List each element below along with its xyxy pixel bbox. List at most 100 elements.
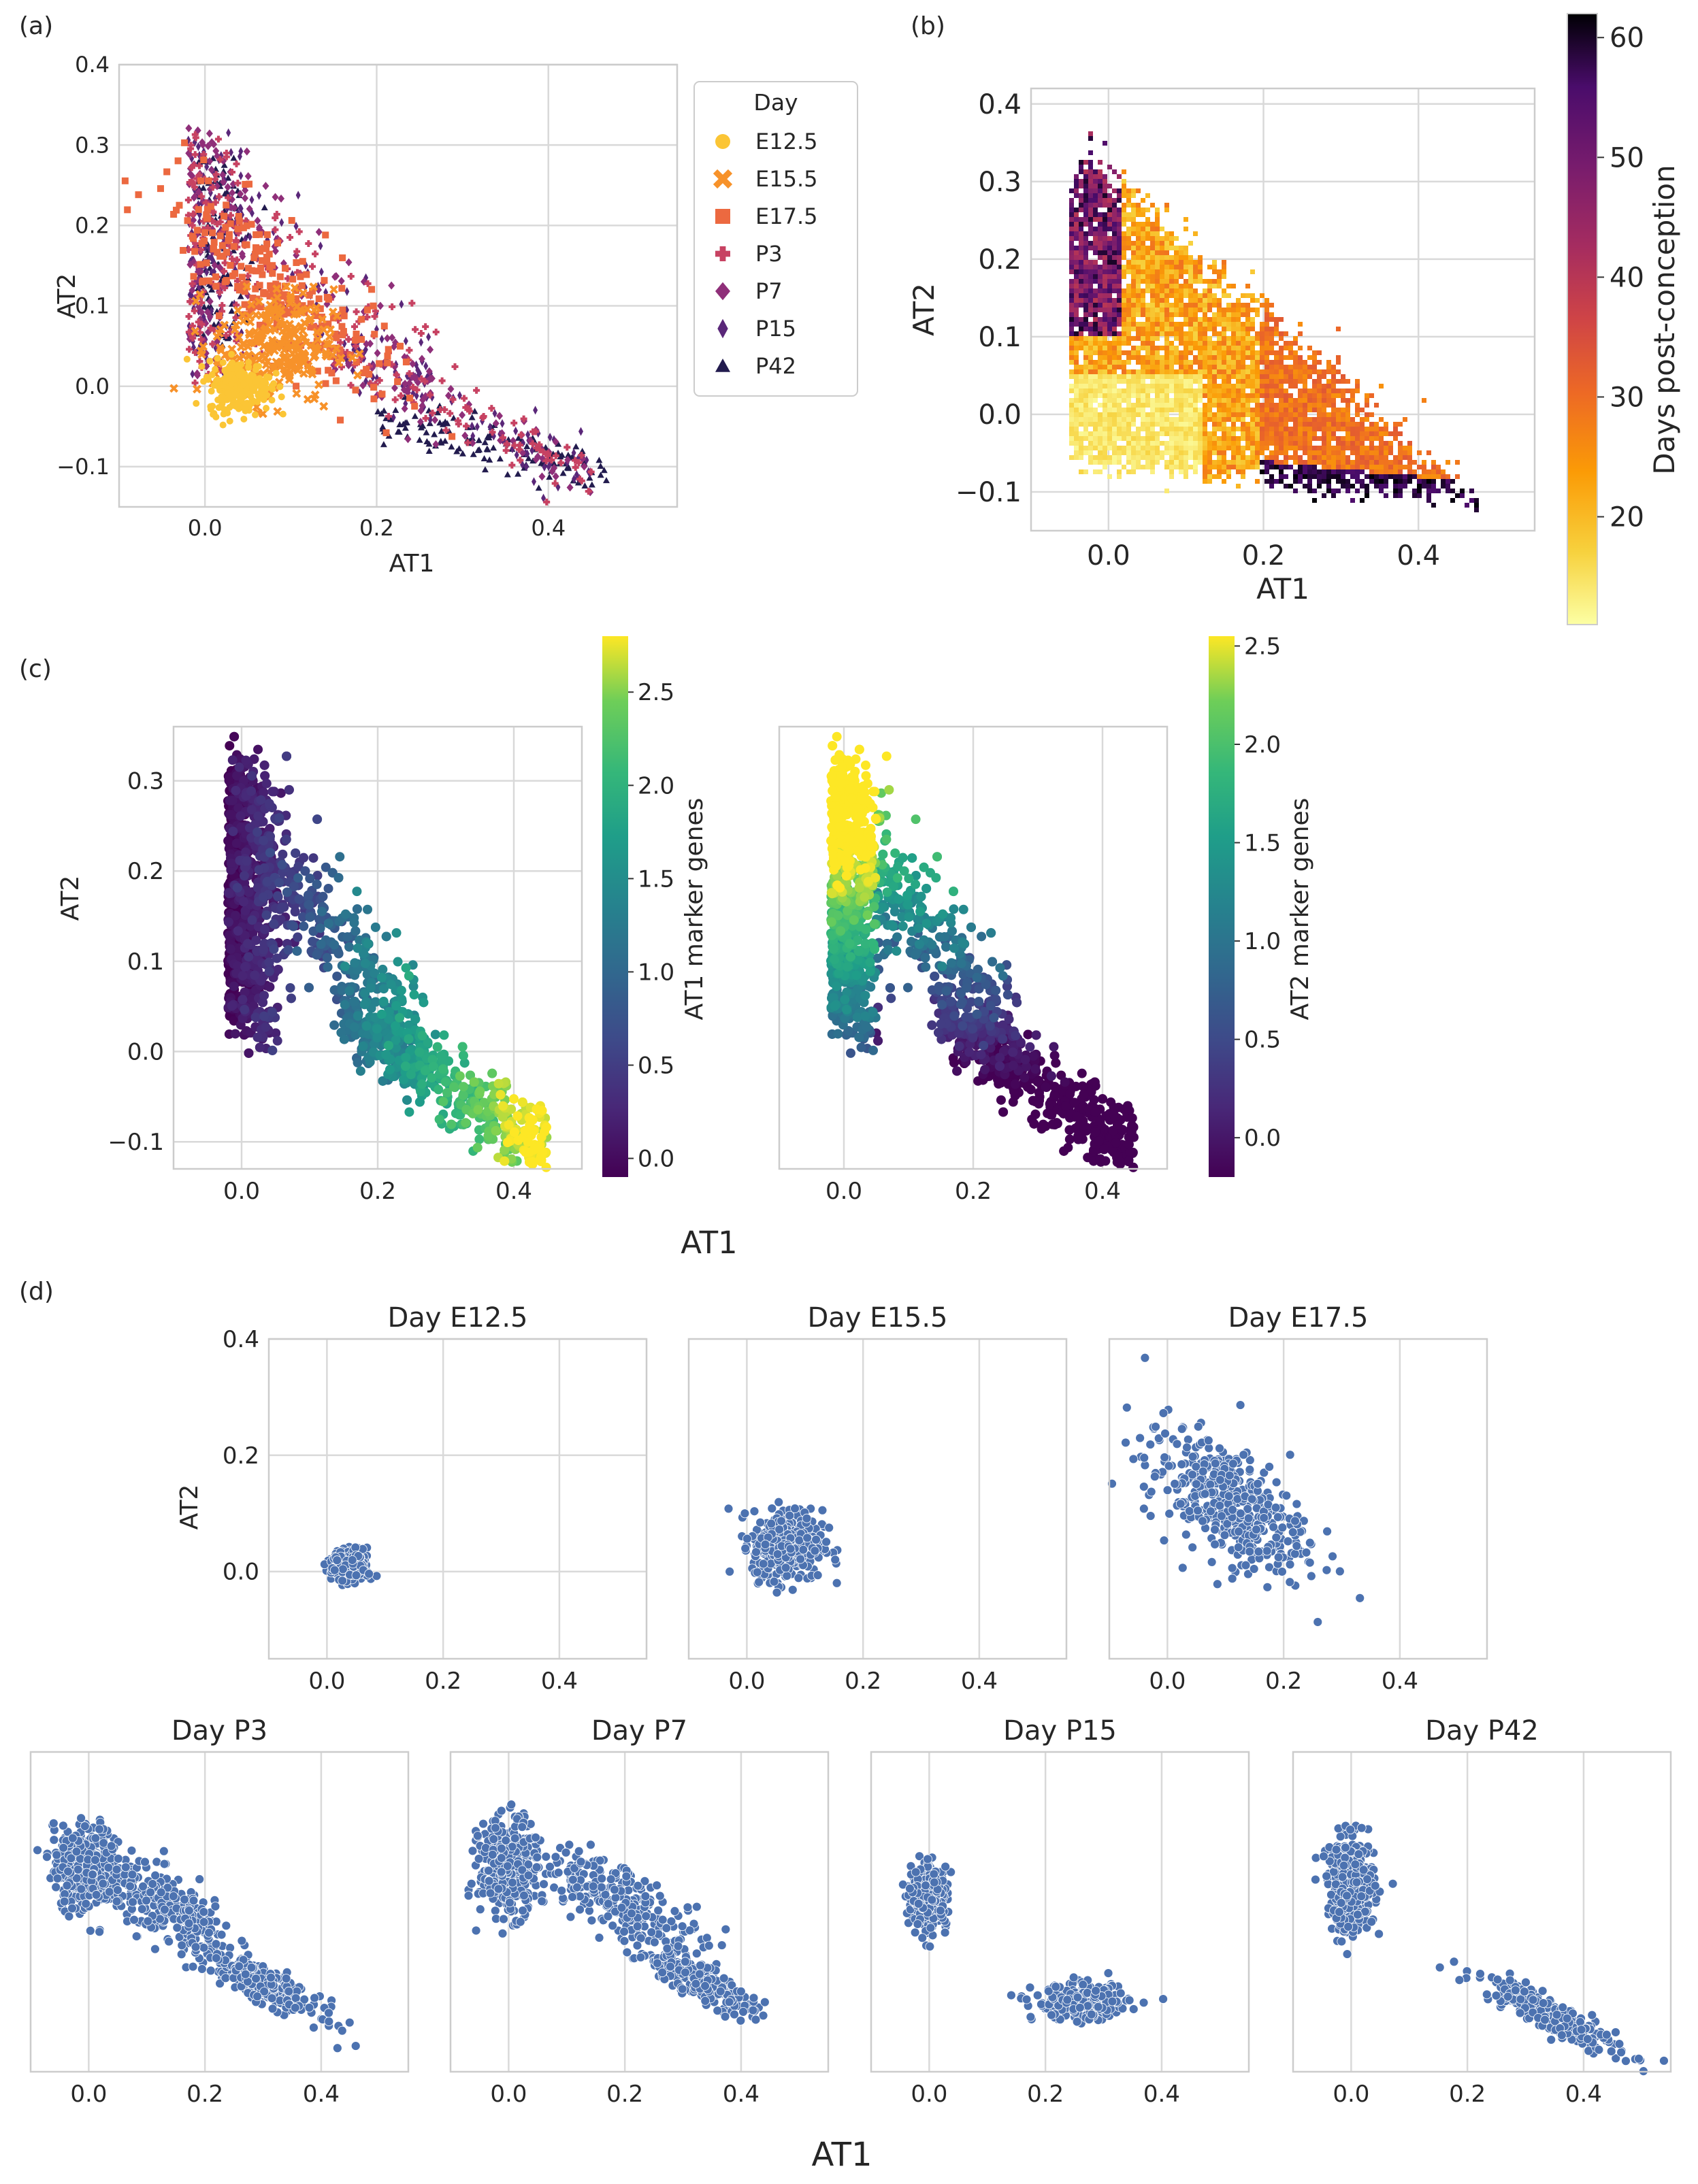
heatmap-bin xyxy=(1207,284,1212,288)
heatmap-bin xyxy=(1117,241,1122,246)
heatmap-bin xyxy=(1131,246,1136,250)
marker-circle xyxy=(228,350,235,358)
heatmap-bin xyxy=(1241,365,1245,369)
legend-entry-label: P3 xyxy=(755,241,783,267)
heatmap-bin xyxy=(1083,160,1088,165)
marker-plus xyxy=(371,313,378,320)
heatmap-bin xyxy=(1150,422,1155,427)
heatmap-bin xyxy=(1298,441,1303,446)
heatmap-bin xyxy=(1069,255,1074,260)
heatmap-bin xyxy=(1245,327,1250,331)
heatmap-bin xyxy=(1112,327,1117,331)
heatmap-bin xyxy=(1112,188,1117,193)
heatmap-bin xyxy=(1112,317,1117,322)
marker-plus xyxy=(209,184,216,191)
heatmap-bin xyxy=(1198,393,1203,398)
heatmap-bin xyxy=(1393,474,1398,479)
heatmap-bin xyxy=(1226,284,1231,288)
heatmap-bin xyxy=(1236,403,1241,408)
marker-square xyxy=(221,212,228,220)
heatmap-bin xyxy=(1203,403,1207,408)
heatmap-bin xyxy=(1288,446,1293,450)
heatmap-bin xyxy=(1312,498,1317,503)
heatmap-bin xyxy=(1269,327,1274,331)
heatmap-bin xyxy=(1217,369,1222,374)
marker-square xyxy=(207,203,214,210)
heatmap-bin xyxy=(1236,393,1241,398)
heatmap-bin xyxy=(1117,436,1122,441)
heatmap-bin xyxy=(1365,412,1369,417)
heatmap-bin xyxy=(1222,369,1226,374)
heatmap-bin xyxy=(1260,408,1264,412)
heatmap-bin xyxy=(1112,346,1117,350)
marker-square xyxy=(199,278,207,285)
heatmap-bin xyxy=(1317,384,1322,388)
marker-diamond xyxy=(210,140,218,149)
heatmap-bin xyxy=(1193,336,1198,341)
heatmap-bin xyxy=(1112,403,1117,408)
heatmap-bin xyxy=(1183,312,1188,317)
heatmap-bin xyxy=(1088,212,1093,217)
heatmap-bin xyxy=(1188,379,1193,384)
marker-x xyxy=(309,282,319,291)
marker-plus xyxy=(185,329,193,336)
data-points xyxy=(121,124,610,506)
heatmap-bin xyxy=(1298,417,1303,422)
heatmap-bin xyxy=(1183,408,1188,412)
heatmap-bin xyxy=(1136,441,1141,446)
heatmap-bin xyxy=(1245,460,1250,465)
heatmap-bin xyxy=(1198,455,1203,460)
heatmap-bin xyxy=(1183,269,1188,274)
heatmap-bin xyxy=(1179,431,1183,436)
marker-square xyxy=(382,429,390,437)
marker-square xyxy=(299,302,306,310)
heatmap-bin xyxy=(1245,284,1250,288)
heatmap-bin xyxy=(1188,436,1193,441)
marker-plus xyxy=(352,342,359,350)
heatmap-bin xyxy=(1122,303,1126,308)
marker-thin-diamond xyxy=(204,162,210,171)
heatmap-bin xyxy=(1183,260,1188,265)
marker-diamond xyxy=(459,411,466,420)
marker-x xyxy=(312,327,322,337)
heatmap-bin xyxy=(1231,303,1236,308)
heatmap-bin xyxy=(1241,417,1245,422)
heatmap-bin xyxy=(1183,322,1188,327)
heatmap-bin xyxy=(1255,417,1260,422)
heatmap-bin xyxy=(1269,393,1274,398)
heatmap-bin xyxy=(1388,474,1393,479)
heatmap-bin xyxy=(1069,260,1074,265)
heatmap-bin xyxy=(1069,441,1074,446)
heatmap-bin xyxy=(1322,441,1326,446)
marker-plus xyxy=(441,406,448,414)
heatmap-bin xyxy=(1179,284,1183,288)
heatmap-bin xyxy=(1155,222,1160,227)
heatmap-bin xyxy=(1298,379,1303,384)
heatmap-bin xyxy=(1107,303,1112,308)
heatmap-bin xyxy=(1174,360,1179,365)
heatmap-bin xyxy=(1412,474,1417,479)
heatmap-bin xyxy=(1103,422,1107,427)
heatmap-bin xyxy=(1141,455,1145,460)
heatmap-bin xyxy=(1431,460,1436,465)
heatmap-bin xyxy=(1145,398,1150,403)
heatmap-bin xyxy=(1145,193,1150,198)
heatmap-bin xyxy=(1122,269,1126,274)
heatmap-bin xyxy=(1274,331,1279,336)
marker-square xyxy=(248,220,255,228)
marker-triangle xyxy=(572,443,580,450)
heatmap-bin xyxy=(1369,474,1374,479)
heatmap-bin xyxy=(1069,188,1074,193)
heatmap-bin xyxy=(1217,317,1222,322)
heatmap-bin xyxy=(1431,465,1436,469)
heatmap-bin xyxy=(1117,188,1122,193)
marker-plus xyxy=(305,240,312,248)
heatmap-bin xyxy=(1164,241,1169,246)
heatmap-bin xyxy=(1250,446,1255,450)
marker-triangle xyxy=(380,441,387,448)
heatmap-bin xyxy=(1236,341,1241,346)
heatmap-bin xyxy=(1150,369,1155,374)
heatmap-bin xyxy=(1303,474,1307,479)
heatmap-bin xyxy=(1393,436,1398,441)
heatmap-bin xyxy=(1250,374,1255,379)
